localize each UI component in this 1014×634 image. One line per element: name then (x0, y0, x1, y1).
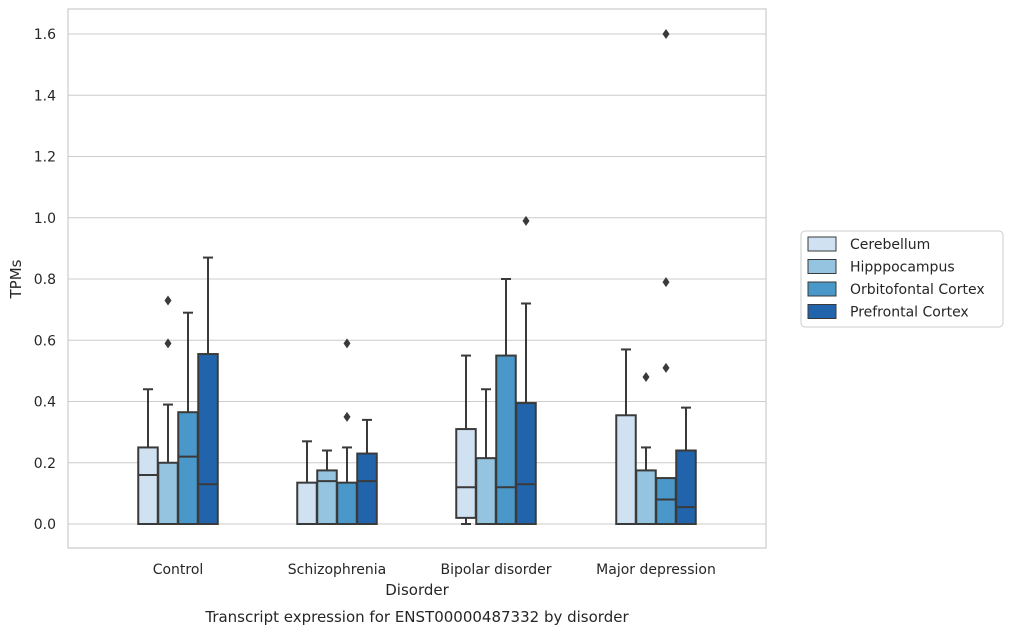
legend: Cerebellum Hipppocampus Orbitofontal Corte… (800, 230, 1004, 328)
box-cerebellum (455, 354, 477, 525)
y-tick-label: 1.4 (34, 88, 56, 104)
outlier-point (164, 295, 172, 306)
box (296, 481, 318, 525)
y-tick-label: 1.2 (34, 150, 56, 166)
outlier-point (343, 338, 351, 349)
box-prefrontal-cortex (356, 418, 378, 525)
box-orbitofontal-cortex (177, 311, 199, 525)
legend-swatch (807, 259, 837, 274)
box (615, 414, 637, 525)
legend-swatch (807, 236, 837, 252)
legend-frame (800, 230, 1004, 328)
legend-swatch (807, 281, 837, 297)
box-cerebellum (137, 388, 159, 525)
box-orbitofontal-cortex (655, 29, 677, 525)
boxes (137, 29, 697, 525)
gridlines (68, 33, 766, 525)
legend-label: Orbitofontal Cortex (850, 282, 985, 298)
y-tick-label: 0.0 (34, 517, 56, 533)
outlier-point (343, 411, 351, 422)
box-hipppocampus (157, 295, 179, 525)
y-tick-label: 0.6 (34, 333, 56, 349)
x-tick-label: Control (153, 562, 204, 578)
box (475, 457, 497, 525)
y-tick-labels: 0.0 0.2 0.4 0.6 0.8 1.0 1.2 1.4 1.6 (34, 27, 56, 533)
box (356, 452, 378, 525)
box-cerebellum (296, 440, 318, 525)
box (336, 481, 358, 525)
box-hipppocampus (316, 449, 338, 525)
x-axis-label: Disorder (385, 581, 449, 599)
box (157, 461, 179, 525)
y-tick-label: 0.2 (34, 456, 56, 472)
x-tick-labels: Control Schizophrenia Bipolar disorder Majo… (153, 562, 716, 578)
y-tick-label: 1.6 (34, 27, 56, 43)
outlier-point (662, 277, 670, 288)
outlier-point (164, 338, 172, 349)
y-tick-label: 0.8 (34, 272, 56, 288)
box-hipppocampus (475, 388, 497, 525)
outlier-point (642, 372, 650, 382)
legend-label: Cerebellum (850, 237, 930, 253)
outlier-point (662, 362, 670, 373)
chart-caption: Transcript expression for ENST0000048733… (204, 608, 629, 626)
box (515, 402, 537, 525)
outlier-point (662, 29, 670, 39)
box-prefrontal-cortex (675, 406, 697, 525)
box-orbitofontal-cortex (495, 278, 517, 525)
box-prefrontal-cortex (197, 256, 219, 525)
x-tick-label: Bipolar disorder (440, 562, 551, 578)
box (316, 469, 338, 525)
x-tick-label: Schizophrenia (288, 562, 386, 578)
box (137, 446, 159, 525)
box-orbitofontal-cortex (336, 338, 358, 525)
legend-label: Hipppocampus (850, 260, 955, 276)
box (177, 411, 199, 525)
y-tick-label: 0.4 (34, 395, 56, 411)
box-prefrontal-cortex (515, 215, 537, 525)
box-hipppocampus (635, 372, 657, 525)
box (675, 449, 697, 525)
y-tick-label: 1.0 (34, 211, 56, 227)
box (495, 354, 517, 525)
x-tick-label: Major depression (596, 562, 716, 578)
box (635, 469, 657, 525)
legend-label: Prefrontal Cortex (850, 305, 969, 321)
box (655, 477, 677, 525)
box-cerebellum (615, 348, 637, 525)
box (197, 353, 219, 525)
y-axis-label: TPMs (7, 259, 25, 299)
legend-swatch (807, 304, 837, 319)
box (455, 428, 477, 519)
outlier-point (522, 215, 530, 226)
plot-frame (67, 8, 767, 549)
